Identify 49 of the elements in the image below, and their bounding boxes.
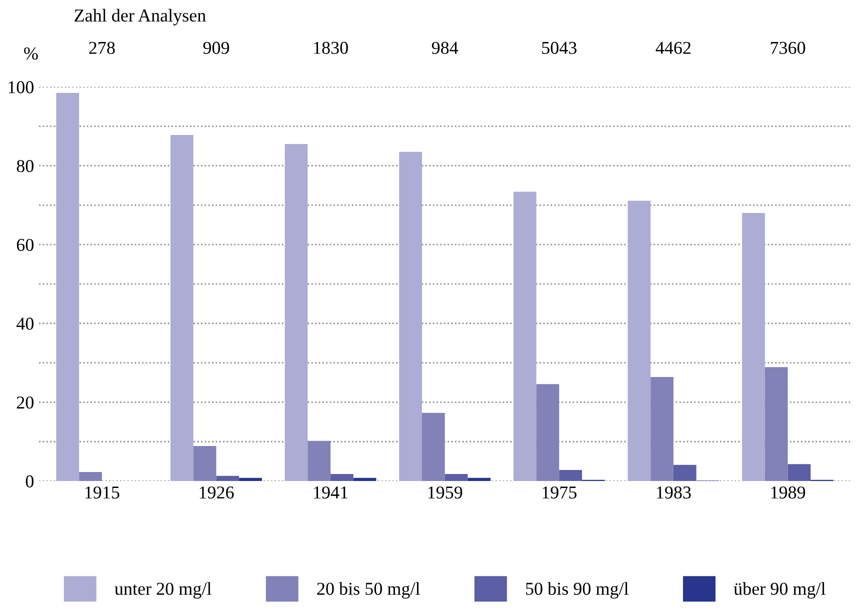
bar xyxy=(193,446,216,482)
bar xyxy=(468,478,491,482)
bar xyxy=(650,376,674,482)
y-tick-label: 80 xyxy=(16,160,34,172)
bar xyxy=(239,478,262,482)
bar xyxy=(216,476,240,482)
x-tick-label: 1975 xyxy=(542,486,577,499)
text: 5043 xyxy=(542,42,577,54)
bar xyxy=(284,144,308,482)
bar xyxy=(308,440,331,482)
text: Zahl der Analysen xyxy=(74,8,206,26)
bar xyxy=(628,200,651,482)
text: 909 xyxy=(203,42,230,54)
y-tick-label: 0 xyxy=(26,475,34,488)
x-tick-label: 1941 xyxy=(314,486,348,499)
text: 7360 xyxy=(770,42,806,54)
legend-label: über 90 mg/l xyxy=(734,582,826,599)
y-tick-label: 40 xyxy=(16,318,34,330)
x-tick-label: 1983 xyxy=(656,486,691,499)
x-tick-label: 1959 xyxy=(428,486,462,499)
bar xyxy=(330,474,354,482)
bar xyxy=(673,464,696,482)
bar xyxy=(170,134,194,482)
text: 278 xyxy=(89,42,115,54)
legend-label: 50 bis 90 mg/l xyxy=(526,582,628,599)
y-axis-title: % xyxy=(24,47,38,60)
x-tick-label: 1926 xyxy=(200,486,234,499)
legend-label: unter 20 mg/l xyxy=(114,582,212,599)
bar xyxy=(353,478,376,482)
y-tick-label: 20 xyxy=(16,396,34,409)
y-tick-label: 100 xyxy=(8,81,34,94)
x-tick-label: 1915 xyxy=(85,486,120,499)
bar xyxy=(536,384,560,482)
text: 1830 xyxy=(314,42,348,54)
x-tick-label: 1989 xyxy=(771,486,806,499)
text: 4462 xyxy=(656,42,691,54)
bar xyxy=(399,152,422,482)
bar xyxy=(444,474,468,482)
bar xyxy=(79,472,102,482)
bar xyxy=(56,92,80,482)
bar xyxy=(559,470,582,482)
bar xyxy=(422,412,445,482)
legend-label: 20 bis 50 mg/l xyxy=(317,582,420,599)
y-tick-label: 60 xyxy=(16,238,34,251)
text: 984 xyxy=(432,42,458,54)
bar xyxy=(742,213,765,482)
bar xyxy=(788,464,811,482)
bar xyxy=(513,192,536,482)
bar xyxy=(764,367,788,482)
